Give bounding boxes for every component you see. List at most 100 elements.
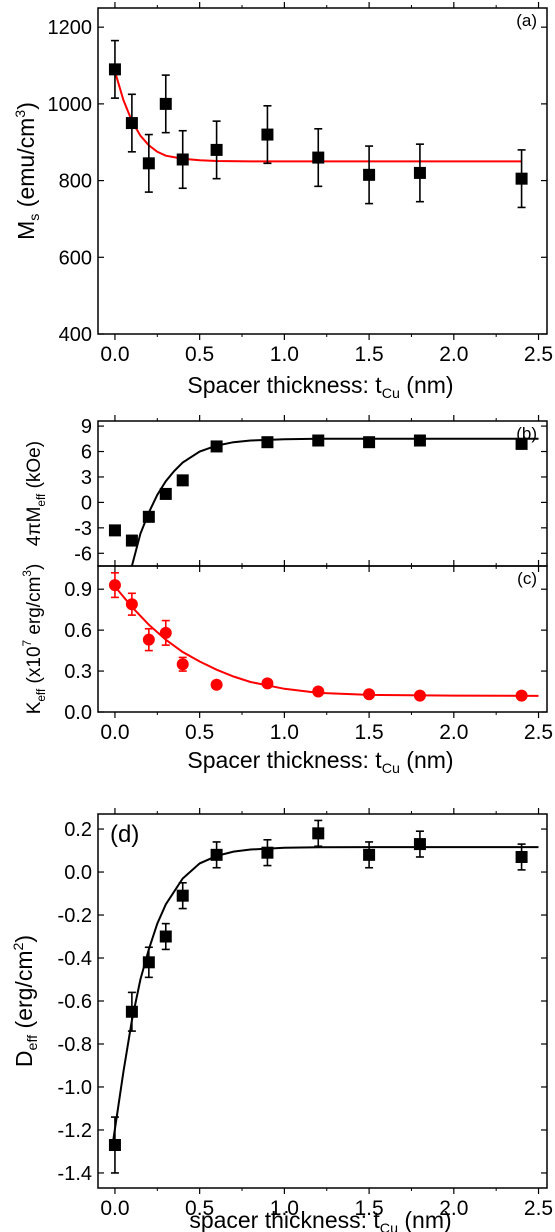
y-tick-label: 0.3 bbox=[64, 661, 92, 683]
y-axis-title: 4πMeff (kOe) bbox=[24, 441, 48, 546]
data-point bbox=[515, 689, 528, 702]
data-point bbox=[210, 440, 223, 453]
y-axis-title: Deff (erg/cm2) bbox=[11, 935, 41, 1067]
data-point bbox=[159, 97, 172, 110]
x-tick-label: 1.5 bbox=[354, 721, 383, 744]
data-point bbox=[125, 534, 138, 547]
data-point bbox=[142, 633, 155, 646]
data-point bbox=[142, 510, 155, 523]
y-tick-label: -3 bbox=[74, 518, 92, 540]
x-tick-label: 1.5 bbox=[354, 343, 383, 366]
data-point bbox=[515, 437, 528, 450]
y-tick-label: 0 bbox=[81, 492, 92, 514]
panel-d: 0.0 0.5 1.0 1.5 2.0 2.5 -1.4 -1.2 -1.0 -0.8 -0.6 -0… bbox=[11, 808, 553, 1232]
data-point bbox=[312, 827, 325, 840]
data-point bbox=[210, 143, 223, 156]
data-point bbox=[312, 434, 325, 447]
data-point bbox=[515, 850, 528, 863]
x-tick-label: 1.0 bbox=[270, 721, 299, 744]
data-point bbox=[108, 579, 121, 592]
fit-curve bbox=[114, 585, 539, 697]
x-tick-label: 2.0 bbox=[439, 343, 468, 366]
y-tick-label: 600 bbox=[59, 247, 92, 269]
y-tick-label: 6 bbox=[81, 442, 92, 464]
y-tick-label: 0.0 bbox=[64, 862, 92, 884]
plot-frame bbox=[97, 7, 548, 335]
y-tick-label: 3 bbox=[81, 467, 92, 489]
data-point bbox=[108, 1139, 121, 1152]
x-tick-label: 0.0 bbox=[100, 1197, 129, 1220]
y-tick-label: 0.2 bbox=[64, 819, 92, 841]
data-point bbox=[261, 436, 274, 449]
data-point bbox=[261, 128, 274, 141]
data-point bbox=[176, 658, 189, 671]
x-tick-label: 1.5 bbox=[354, 1197, 383, 1220]
data-point bbox=[312, 685, 325, 698]
x-tick-label: 0.5 bbox=[185, 721, 214, 744]
x-tick-label: 2.0 bbox=[439, 1197, 468, 1220]
data-point bbox=[176, 474, 189, 487]
data-point bbox=[413, 434, 426, 447]
y-tick-label: 0.9 bbox=[64, 579, 92, 601]
x-axis-title: spacer thickness: tCu (nm) bbox=[189, 1207, 451, 1232]
panel-label: (d) bbox=[110, 821, 139, 848]
data-point bbox=[125, 598, 138, 611]
x-axis-title: Spacer thickness: tCu (nm) bbox=[187, 372, 453, 402]
y-tick-label: 0.0 bbox=[64, 702, 92, 724]
data-point bbox=[159, 487, 172, 500]
data-point bbox=[142, 157, 155, 170]
y-tick-label: 1000 bbox=[48, 94, 93, 116]
data-point bbox=[210, 848, 223, 861]
y-tick-label: -0.6 bbox=[58, 991, 92, 1013]
y-tick-label: -6 bbox=[74, 543, 92, 565]
y-axis-title: Keff (x107 erg/cm3) bbox=[21, 564, 48, 715]
data-point bbox=[413, 166, 426, 179]
data-point bbox=[108, 63, 121, 76]
y-tick-label: 1200 bbox=[48, 17, 93, 39]
x-tick-label: 0.5 bbox=[185, 1197, 214, 1220]
data-point bbox=[261, 677, 274, 690]
data-point bbox=[413, 689, 426, 702]
x-tick-label: 0.0 bbox=[100, 343, 129, 366]
x-tick-label: 1.0 bbox=[270, 343, 299, 366]
y-tick-label: -0.2 bbox=[58, 905, 92, 927]
x-tick-label: 0.5 bbox=[185, 343, 214, 366]
y-tick-label: 9 bbox=[81, 416, 92, 438]
plot-frame bbox=[97, 813, 548, 1189]
panel-label: (c) bbox=[517, 569, 537, 588]
data-point bbox=[363, 436, 376, 449]
data-point bbox=[363, 848, 376, 861]
data-point bbox=[108, 524, 121, 537]
y-tick-label: -0.4 bbox=[58, 948, 92, 970]
x-tick-label: 2.5 bbox=[524, 721, 553, 744]
data-point bbox=[125, 1005, 138, 1018]
data-point bbox=[125, 117, 138, 130]
y-tick-label: -1.0 bbox=[58, 1077, 92, 1099]
fit-curve bbox=[112, 846, 539, 1141]
fit-curve bbox=[130, 437, 539, 566]
plot-frame bbox=[97, 565, 548, 713]
data-point bbox=[413, 838, 426, 851]
y-tick-label: -1.2 bbox=[58, 1120, 92, 1142]
panel-label: (a) bbox=[516, 11, 537, 30]
y-tick-label: 800 bbox=[59, 171, 92, 193]
y-axis-title: Ms (emu/cm3) bbox=[13, 102, 43, 240]
data-point bbox=[176, 889, 189, 902]
data-point bbox=[363, 688, 376, 701]
data-point bbox=[176, 153, 189, 166]
data-point bbox=[363, 168, 376, 181]
x-tick-label: 2.5 bbox=[524, 343, 553, 366]
data-point bbox=[261, 846, 274, 859]
x-tick-label: 2.0 bbox=[439, 721, 468, 744]
data-point bbox=[312, 151, 325, 164]
y-tick-label: -1.4 bbox=[58, 1163, 92, 1185]
x-tick-label: 0.0 bbox=[100, 721, 129, 744]
y-tick-label: -0.8 bbox=[58, 1034, 92, 1056]
y-tick-label: 0.6 bbox=[64, 620, 92, 642]
data-point bbox=[210, 678, 223, 691]
x-tick-label: 2.5 bbox=[524, 1197, 553, 1220]
panel-c: 0.0 0.5 1.0 1.5 2.0 2.5 0.0 0.3 0.6 0.9 Spacer thi… bbox=[21, 560, 553, 777]
x-axis-title: Spacer thickness: tCu (nm) bbox=[187, 747, 453, 777]
